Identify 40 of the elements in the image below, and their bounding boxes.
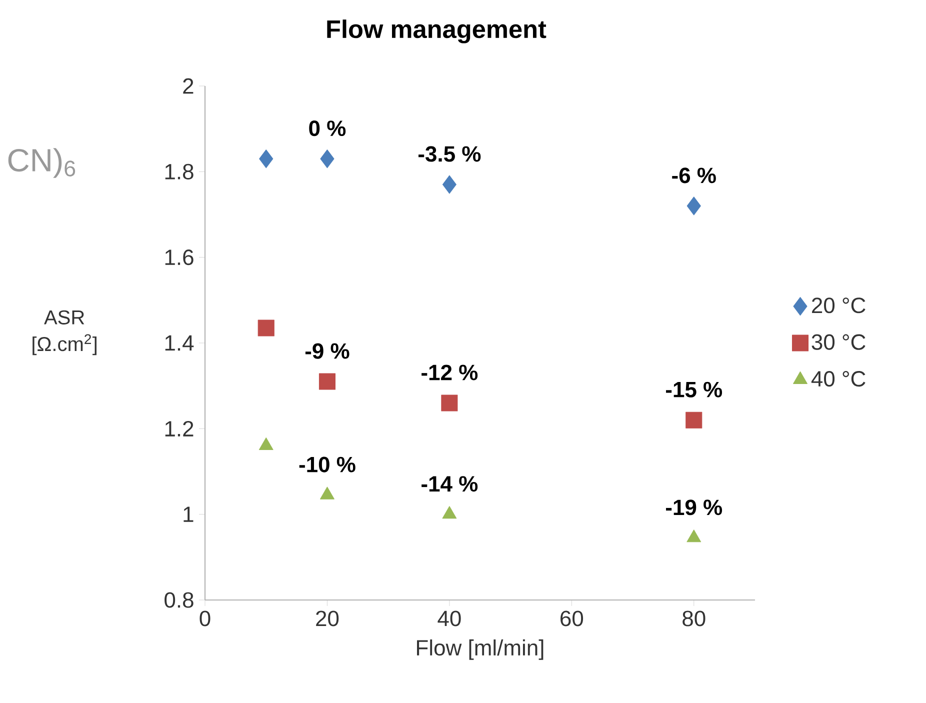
legend-label: 30 °C — [812, 334, 866, 350]
annotation: -19 % — [666, 500, 722, 516]
point — [258, 320, 274, 336]
y-tick-label: 1.8 — [165, 164, 194, 180]
point — [259, 150, 274, 168]
point — [686, 196, 701, 216]
y-tick-label: 0.8 — [164, 592, 194, 608]
point — [441, 394, 458, 412]
x-tick-label: 40 — [438, 610, 461, 626]
x-axis-title: Flow [ml/min] — [417, 639, 544, 660]
y-axis-title: ASR [Ω.cm$^{2}$] — [32, 310, 96, 356]
point — [320, 486, 334, 500]
annotation: -6 % — [672, 168, 716, 184]
x-tick-label: 20 — [316, 610, 339, 626]
legend-label: 20 °C — [812, 298, 866, 314]
y-tick-label: 1.6 — [165, 250, 194, 266]
point — [258, 438, 274, 450]
y-tick-label: 1.2 — [165, 420, 194, 436]
annotation: -15 % — [666, 382, 722, 398]
x-tick-label: 80 — [682, 610, 706, 626]
annotation: -10 % — [299, 456, 356, 472]
point — [686, 530, 702, 542]
point — [442, 175, 456, 194]
annotation: -14 % — [422, 476, 478, 492]
point — [442, 506, 457, 519]
point — [686, 412, 702, 428]
x-tick-label: 60 — [560, 610, 584, 626]
annotation: -3.5 % — [418, 146, 481, 162]
point — [318, 373, 336, 390]
chart-title: Flow management — [327, 20, 546, 44]
y-tick-label: 1.4 — [165, 335, 194, 351]
y-tick-label: 1 — [184, 506, 194, 522]
y-tick-label: 2 — [183, 78, 194, 94]
legend-label: 40 °C — [811, 370, 866, 387]
annotation: -12 % — [422, 364, 478, 380]
x-tick-label: 0 — [200, 610, 210, 626]
text: CN)$_{6}$ — [8, 148, 76, 178]
annotation: 0 % — [309, 120, 346, 136]
annotation: -9 % — [305, 343, 350, 359]
point — [320, 150, 334, 168]
